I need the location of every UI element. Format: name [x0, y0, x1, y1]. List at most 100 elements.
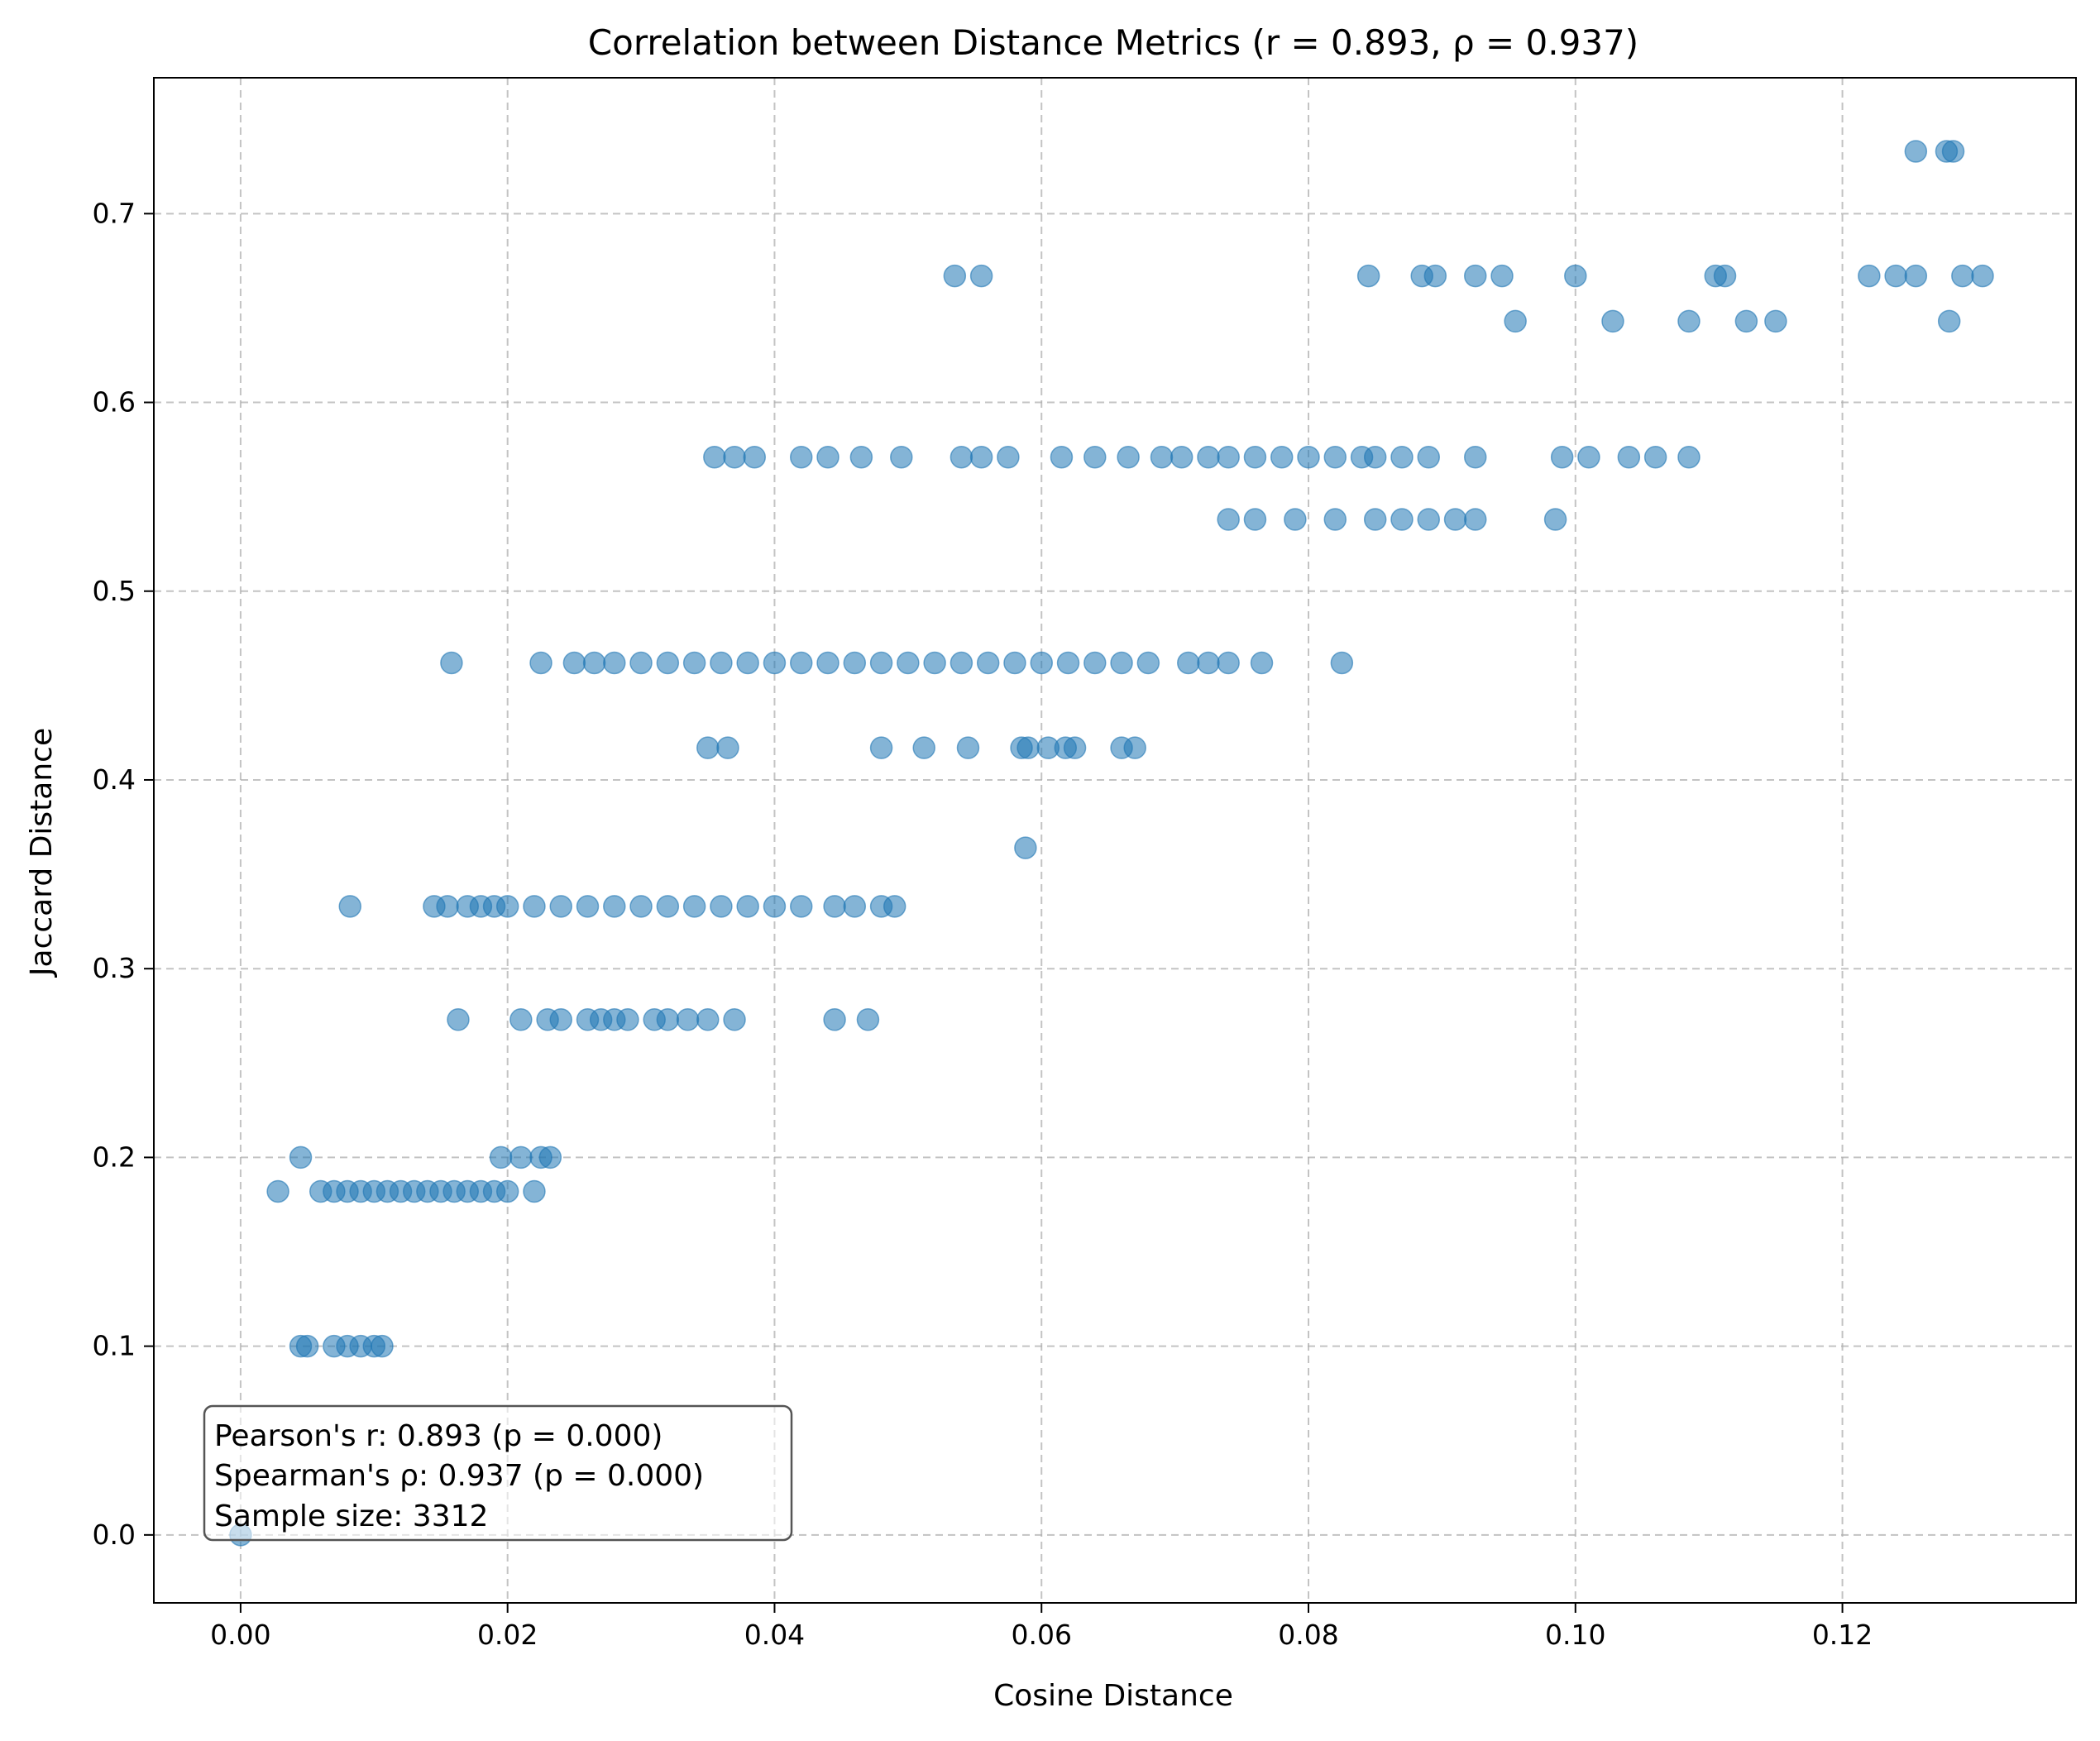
data-point	[1177, 651, 1200, 675]
data-point	[1941, 140, 1965, 163]
data-point	[912, 736, 935, 759]
grid	[154, 78, 2076, 1603]
data-point	[1363, 445, 1387, 469]
data-point	[676, 1008, 700, 1031]
data-point	[1197, 445, 1220, 469]
data-point	[950, 445, 973, 469]
data-point	[440, 651, 463, 675]
data-point	[956, 736, 980, 759]
data-point	[1564, 264, 1587, 288]
x-axis-ticks: 0.00 0.02 0.04 0.06 0.08 0.10 0.12	[210, 1603, 1873, 1651]
data-point	[1243, 508, 1267, 531]
y-tick-label: 0.2	[93, 1141, 136, 1173]
data-point	[1323, 445, 1347, 469]
x-tick-label: 0.00	[210, 1619, 270, 1651]
data-point	[582, 651, 606, 675]
y-axis-label: Jaccard Distance	[25, 728, 59, 978]
data-point	[1356, 264, 1380, 288]
plot-frame	[153, 77, 2077, 1604]
data-point	[489, 1146, 513, 1169]
data-point	[1056, 651, 1080, 675]
data-point	[1464, 508, 1487, 531]
data-point	[1971, 264, 1994, 288]
data-point	[890, 445, 913, 469]
data-point	[816, 445, 840, 469]
data-point	[1217, 651, 1240, 675]
stats-spearman: Spearman's ρ: 0.937 (p = 0.000)	[214, 1459, 704, 1493]
data-point	[1858, 264, 1881, 288]
data-point	[1123, 736, 1146, 759]
data-point	[743, 445, 766, 469]
data-point	[1197, 651, 1220, 675]
data-point	[1063, 736, 1087, 759]
data-point	[696, 1008, 720, 1031]
data-point	[656, 651, 680, 675]
data-point	[509, 1146, 533, 1169]
data-point	[371, 1334, 394, 1358]
data-point	[436, 895, 459, 918]
data-point	[1150, 445, 1174, 469]
x-tick-label: 0.08	[1278, 1619, 1338, 1651]
data-point	[1601, 309, 1624, 333]
data-point	[923, 651, 946, 675]
data-point	[843, 895, 867, 918]
data-point	[523, 895, 546, 918]
data-point	[843, 651, 867, 675]
data-point	[603, 895, 626, 918]
data-point	[1550, 445, 1574, 469]
data-point	[656, 1008, 680, 1031]
data-point	[976, 651, 1000, 675]
data-point	[943, 264, 967, 288]
data-point	[696, 736, 720, 759]
data-point	[1443, 508, 1467, 531]
data-point	[509, 1008, 533, 1031]
x-tick-label: 0.10	[1545, 1619, 1605, 1651]
y-tick-label: 0.1	[93, 1330, 136, 1362]
data-point	[338, 895, 361, 918]
data-point	[629, 895, 653, 918]
data-point	[856, 1008, 880, 1031]
data-point	[1734, 309, 1758, 333]
data-point	[897, 651, 920, 675]
data-point	[289, 1146, 313, 1169]
data-point	[1330, 651, 1354, 675]
data-point	[710, 895, 733, 918]
x-tick-label: 0.04	[744, 1619, 805, 1651]
data-point	[1083, 651, 1107, 675]
data-point	[1170, 445, 1194, 469]
data-point	[736, 895, 759, 918]
data-point	[716, 736, 739, 759]
data-point	[763, 895, 787, 918]
data-point	[266, 1179, 289, 1203]
x-tick-label: 0.02	[477, 1619, 538, 1651]
chart-title: Correlation between Distance Metrics (r …	[588, 22, 1638, 63]
data-point	[1937, 309, 1961, 333]
data-point	[1136, 651, 1160, 675]
data-point	[816, 651, 840, 675]
data-point	[703, 445, 726, 469]
stats-box-frame	[203, 1404, 793, 1542]
data-point	[1904, 140, 1928, 163]
data-point	[723, 445, 746, 469]
data-point	[763, 651, 787, 675]
stats-sample-size: Sample size: 3312	[214, 1499, 488, 1533]
data-point	[1677, 309, 1701, 333]
data-point	[950, 651, 973, 675]
data-point	[1543, 508, 1567, 531]
data-point	[823, 1008, 846, 1031]
data-point	[523, 1179, 546, 1203]
data-point	[1764, 309, 1787, 333]
x-tick-label: 0.06	[1011, 1619, 1071, 1651]
y-tick-label: 0.7	[93, 197, 136, 229]
data-point	[603, 651, 626, 675]
data-point	[1577, 445, 1600, 469]
data-point	[823, 895, 846, 918]
data-point	[1284, 508, 1307, 531]
data-point	[495, 1179, 519, 1203]
data-point	[1643, 445, 1667, 469]
data-point	[997, 445, 1020, 469]
data-point	[1417, 445, 1441, 469]
data-point	[723, 1008, 746, 1031]
data-point	[1030, 651, 1053, 675]
data-point	[789, 651, 813, 675]
